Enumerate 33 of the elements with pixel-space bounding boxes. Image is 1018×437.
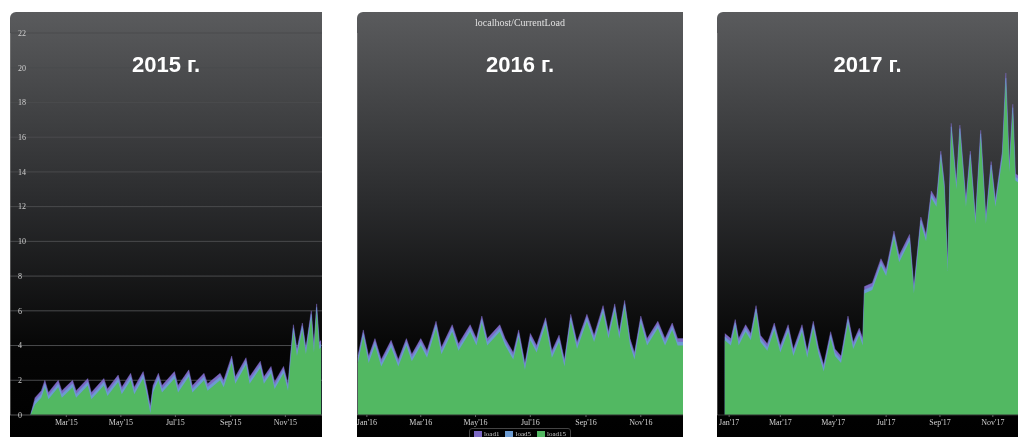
x-tick-label: Sep'17 <box>929 417 951 427</box>
y-tick-label: 14 <box>18 167 26 177</box>
y-tick-label: 6 <box>18 306 22 316</box>
y-tick-label: 8 <box>18 271 22 281</box>
y-tick-label: 12 <box>18 202 26 212</box>
x-tick-label: May'17 <box>821 417 846 427</box>
x-tick-label: Mar'15 <box>54 417 78 427</box>
x-tick-label: Jan'16 <box>356 417 377 427</box>
annotation: 2015 г. <box>131 52 201 77</box>
x-tick-label: Jul'16 <box>520 417 540 427</box>
y-tick-label: 20 <box>18 63 26 73</box>
y-tick-label: 10 <box>18 237 26 247</box>
chart-title: localhost/CurrentLoad <box>474 17 566 28</box>
x-tick-label: Mar'17 <box>768 417 792 427</box>
y-tick-label: 4 <box>18 341 22 351</box>
annotation: 2016 г. <box>484 52 556 78</box>
x-tick-label: Nov'16 <box>629 417 653 427</box>
x-tick-label: May'16 <box>463 417 488 427</box>
x-tick-label: Jul'17 <box>876 417 896 427</box>
x-tick-label: Mar'16 <box>409 417 433 427</box>
x-tick-label: Sep'16 <box>575 417 597 427</box>
x-tick-label: Nov'15 <box>273 417 297 427</box>
y-tick-label: 18 <box>18 98 26 108</box>
y-tick-label: 0 <box>18 410 22 420</box>
y-tick-label: 2 <box>18 376 22 386</box>
x-tick-label: Sep'15 <box>220 417 242 427</box>
y-tick-label: 16 <box>18 133 26 143</box>
x-tick-label: Jul'15 <box>166 417 185 427</box>
x-tick-label: Jan'17 <box>719 417 740 427</box>
annotation: 2017 г. <box>832 52 903 78</box>
x-tick-label: Nov'17 <box>981 417 1005 427</box>
y-tick-label: 22 <box>18 28 26 38</box>
x-tick-label: May'15 <box>108 417 133 427</box>
